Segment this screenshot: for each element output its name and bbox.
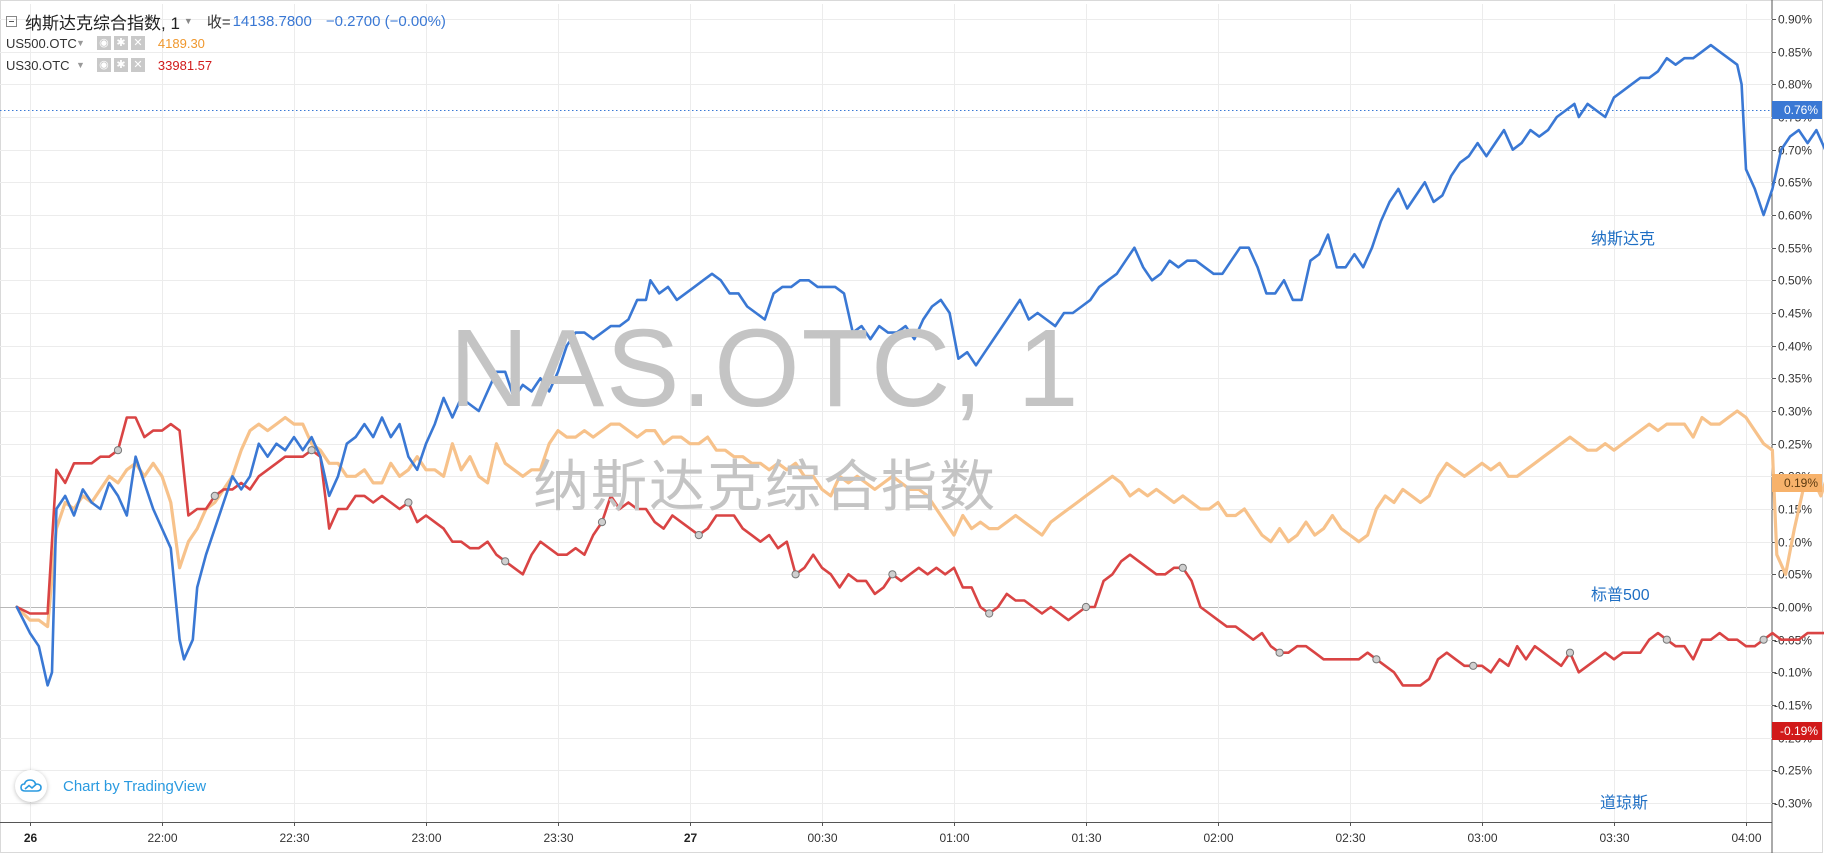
change-value: −0.2700 (−0.00%) [325, 12, 446, 30]
data-point-marker [113, 446, 123, 455]
tradingview-badge[interactable]: Chart by TradingView [15, 770, 206, 802]
watermark-name: 纳斯达克综合指数 [533, 455, 997, 518]
y-tick-label: -0.25% [1774, 764, 1812, 778]
data-point-marker [791, 570, 800, 579]
data-point-marker [1275, 648, 1284, 657]
data-point-marker [1372, 655, 1381, 664]
price-tag-dow: -0.19% [1772, 722, 1822, 741]
data-point-marker [210, 491, 219, 500]
y-tick-label: 0.65% [1778, 176, 1812, 190]
x-tick-label: 01:30 [1071, 831, 1101, 845]
y-tick-label: -0.00% [1774, 601, 1812, 615]
x-tick-label: 03:00 [1467, 831, 1497, 845]
x-tick-label: 22:30 [279, 831, 309, 845]
data-point-marker [307, 446, 316, 455]
y-tick-label: -0.30% [1774, 797, 1812, 811]
y-tick-label: -0.15% [1774, 699, 1812, 713]
legend-main-row: 纳斯达克综合指数, 1 ▼ 收= 14138.7800 −0.2700 (−0.… [6, 10, 446, 33]
x-tick-label: 23:30 [543, 831, 573, 845]
y-tick-label: 0.35% [1778, 372, 1812, 386]
eye-icon[interactable]: ◉ [96, 58, 111, 72]
gear-icon[interactable]: ✱ [113, 36, 128, 50]
x-tick-label: 26 [24, 831, 38, 845]
data-point-marker [888, 570, 897, 579]
series-line-dow [15, 416, 1824, 687]
close-value: 14138.7800 [232, 12, 312, 30]
gear-icon[interactable]: ✱ [113, 58, 128, 72]
y-tick-label: 0.40% [1778, 340, 1812, 354]
x-tick-label: 02:00 [1203, 831, 1233, 845]
data-point-marker [1469, 661, 1478, 670]
data-point-marker [1662, 635, 1671, 644]
y-tick-label: 0.45% [1778, 307, 1812, 321]
price-tag-nasdaq: 0.76% [1772, 101, 1822, 120]
y-tick-label: 0.15% [1778, 503, 1812, 517]
series-label-dow: 道琼斯 [1600, 795, 1649, 812]
data-point-marker [694, 531, 703, 540]
chevron-down-icon[interactable]: ▼ [183, 16, 193, 26]
data-point-marker [501, 557, 510, 566]
y-tick-label: 0.30% [1778, 405, 1812, 419]
watermark-symbol: NAS.OTC, 1 [449, 307, 1081, 430]
data-point-marker [1565, 648, 1575, 657]
series-line-sp500 [15, 409, 1824, 629]
compare-value: 33981.57 [157, 57, 213, 73]
tradingview-cloud-icon[interactable] [15, 770, 47, 802]
y-tick-label: 0.85% [1778, 46, 1812, 60]
close-icon[interactable]: ✕ [130, 58, 145, 72]
series-label-nasdaq: 纳斯达克 [1591, 231, 1656, 248]
x-tick-label: 03:30 [1599, 831, 1629, 845]
y-tick-label: 0.55% [1778, 242, 1812, 256]
legend-compare-row: US30.OTC ▼ ◉ ✱ ✕ 33981.57 [6, 54, 446, 76]
y-tick-label: 0.50% [1778, 274, 1812, 288]
y-tick-label: -0.10% [1774, 666, 1812, 680]
main-symbol-title[interactable]: 纳斯达克综合指数, 1 [25, 13, 180, 33]
data-point-marker [1081, 602, 1091, 612]
y-tick-label: 0.10% [1778, 536, 1812, 550]
data-point-marker [985, 609, 994, 618]
chevron-down-icon[interactable]: ▼ [76, 60, 85, 70]
y-tick-label: 0.70% [1778, 144, 1812, 158]
data-point-marker [404, 498, 413, 507]
chevron-down-icon[interactable]: ▼ [76, 38, 85, 48]
collapse-icon[interactable] [6, 15, 17, 27]
x-tick-label: 04:00 [1731, 831, 1761, 845]
compare-symbol[interactable]: US30.OTC [6, 57, 70, 73]
chart-legend: 纳斯达克综合指数, 1 ▼ 收= 14138.7800 −0.2700 (−0.… [6, 10, 446, 76]
tradingview-credit[interactable]: Chart by TradingView [63, 777, 207, 795]
eye-icon[interactable]: ◉ [96, 36, 111, 50]
close-label: 收= [206, 13, 231, 31]
data-point-marker [1178, 563, 1187, 572]
data-point-marker [1759, 635, 1768, 644]
legend-compare-row: US500.OTC ▼ ◉ ✱ ✕ 4189.30 [6, 32, 446, 54]
close-icon[interactable]: ✕ [130, 36, 145, 50]
price-tag-sp500: 0.19% [1772, 473, 1822, 492]
compare-value: 4189.30 [157, 35, 205, 51]
x-tick-label: 23:00 [411, 831, 441, 845]
x-tick-label: 01:00 [939, 831, 969, 845]
series-line-nasdaq [15, 43, 1824, 687]
x-tick-label: 22:00 [147, 831, 177, 845]
x-tick-label: 02:30 [1335, 831, 1365, 845]
x-tick-label: 00:30 [807, 831, 837, 845]
y-tick-label: 0.80% [1778, 78, 1812, 92]
compare-symbol[interactable]: US500.OTC [6, 35, 77, 51]
x-tick-label: 27 [684, 831, 698, 845]
y-tick-label: 0.25% [1778, 438, 1812, 452]
data-point-marker [597, 518, 607, 527]
y-tick-label: 0.90% [1778, 13, 1812, 27]
y-tick-label: 0.60% [1778, 209, 1812, 223]
series-label-sp500: 标普500 [1591, 587, 1650, 604]
